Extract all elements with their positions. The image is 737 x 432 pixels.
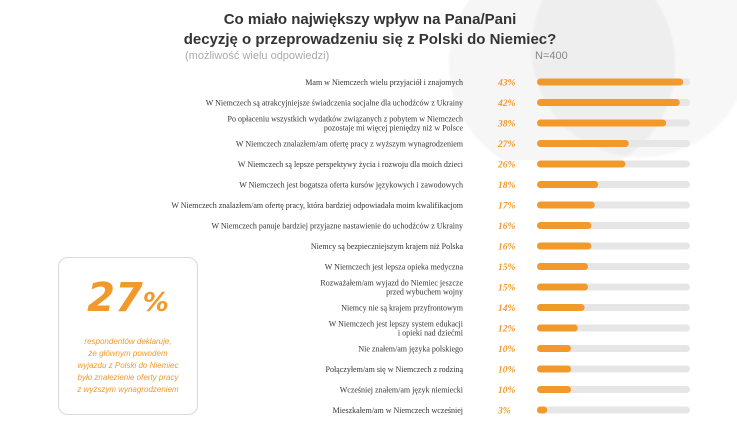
value-label: 10%: [498, 386, 516, 396]
bar: [537, 263, 588, 270]
callout-line: respondentów deklaruje,: [84, 337, 172, 346]
bar: [537, 99, 680, 106]
chart-subtitle: (możliwość wielu odpowiedzi): [185, 50, 330, 62]
value-label: 3%: [497, 407, 511, 417]
category-label: i opieki nad dziećmi: [398, 329, 464, 338]
category-label: Mam w Niemczech wielu przyjaciół i znajo…: [305, 78, 463, 87]
title-line-1: Co miało największy wpływ na Pana/Pani: [223, 11, 517, 28]
category-label: Po opłaceniu wszystkich wydatków związan…: [228, 115, 463, 124]
value-label: 43%: [497, 79, 516, 89]
bar: [537, 222, 592, 229]
bar: [537, 140, 629, 147]
category-label: pozostaje mi więcej pieniędzy niż w Pols…: [324, 124, 464, 133]
value-label: 26%: [497, 161, 516, 171]
callout-number: 27: [87, 275, 143, 321]
bar: [537, 324, 578, 332]
callout-line: że głównym powodem: [88, 349, 168, 358]
category-label: W Niemczech znalazłem/am ofertę pracy, k…: [171, 201, 463, 210]
bar: [537, 181, 599, 188]
value-label: 15%: [498, 284, 516, 294]
bar: [537, 242, 592, 250]
category-label: Niemcy nie są krajem przyfrontowym: [341, 304, 464, 313]
category-label: W Niemczech jest lepsza opieka medyczna: [325, 263, 464, 272]
callout-stat: 27%: [59, 276, 197, 328]
callout-line: wyjazdu z Polski do Niemiec: [77, 361, 179, 370]
value-label: 42%: [497, 99, 516, 109]
category-label: W Niemczech są lepsze perspektywy życia …: [238, 160, 464, 169]
bar: [537, 78, 684, 86]
category-label: Nie znałem/am języka polskiego: [358, 345, 463, 354]
value-label: 17%: [498, 202, 516, 212]
bar: [537, 386, 571, 393]
value-label: 10%: [498, 345, 516, 355]
callout-percent-sign: %: [142, 288, 169, 318]
highlight-callout: 27% respondentów deklaruje, że głównym p…: [58, 257, 198, 415]
category-label: W Niemczech panuje bardziej przyjazne na…: [211, 222, 463, 231]
value-label: 38%: [497, 120, 516, 130]
bar: [537, 283, 588, 291]
bar: [537, 406, 548, 414]
category-label: Mieszkałem/am w Niemczech wcześniej: [333, 406, 463, 415]
category-label: W Niemczech jest lepszy system edukacji: [329, 320, 464, 329]
callout-line: z wyższym wynagrodzeniem: [77, 385, 179, 394]
bar-track: [537, 406, 690, 414]
title-line-2: decyzję o przeprowadzeniu się z Polski d…: [183, 31, 557, 48]
value-label: 16%: [498, 222, 516, 232]
bar: [537, 119, 667, 127]
value-label: 14%: [498, 304, 516, 314]
category-label: Niemcy są bezpieczniejszym krajem niż Po…: [311, 242, 464, 251]
category-label: W Niemczech znalazłem/am ofertę pracy z …: [236, 140, 464, 149]
bar: [537, 345, 571, 352]
category-label: Rozważałem/am wyjazd do Niemiec jeszcze: [320, 279, 463, 288]
value-label: 12%: [498, 325, 516, 335]
category-label: W Niemczech jest bogatsza oferta kursów …: [239, 181, 463, 190]
callout-description: respondentów deklaruje, że głównym powod…: [65, 336, 191, 396]
bar: [537, 201, 595, 209]
category-label: W Niemczech są atrakcyjniejsze świadczen…: [206, 99, 463, 108]
chart-title: Co miało największy wpływ na Pana/Pani d…: [120, 10, 620, 50]
bar-track: [537, 386, 690, 393]
category-label: Wcześniej znałem/am język niemiecki: [340, 386, 464, 395]
bar: [537, 304, 585, 311]
sample-size: N=400: [535, 50, 568, 62]
bar-track: [537, 345, 690, 352]
bar-track: [537, 365, 690, 373]
category-label: przed wybuchem wojny: [386, 288, 463, 297]
value-label: 18%: [498, 181, 516, 191]
value-label: 16%: [498, 243, 516, 253]
bar: [537, 160, 626, 168]
value-label: 15%: [498, 263, 516, 273]
callout-line: było znalezienie oferty pracy: [77, 373, 179, 382]
category-label: Połączyłem/am się w Niemczech z rodziną: [326, 365, 464, 374]
bar: [537, 365, 571, 373]
value-label: 10%: [498, 366, 516, 376]
value-label: 27%: [497, 140, 516, 150]
